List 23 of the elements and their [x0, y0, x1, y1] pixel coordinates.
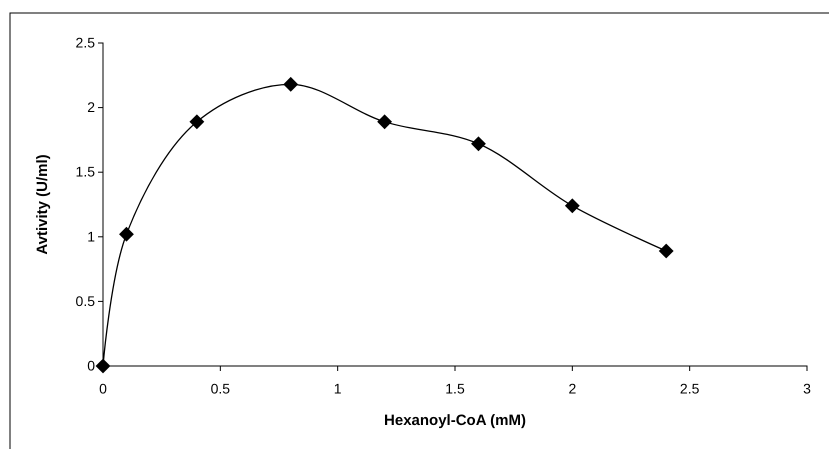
x-tick-label: 1: [334, 380, 342, 397]
point: [96, 358, 110, 374]
point: [471, 136, 486, 152]
x-tick-label: 2: [568, 380, 576, 397]
y-tick-label: 2.5: [76, 34, 96, 50]
y-tick-label: 0.5: [76, 292, 96, 309]
x-tick-label: 0.5: [210, 380, 230, 397]
x-tick-label: 2.5: [680, 380, 700, 397]
point: [658, 244, 674, 258]
y-tick-label: 2: [87, 99, 96, 116]
point: [283, 76, 298, 92]
point: [189, 114, 204, 130]
y-tick-label: 0: [87, 357, 96, 374]
point: [119, 226, 134, 242]
x-tick-label: 1.5: [445, 380, 465, 397]
y-tick-label: 1: [87, 228, 96, 244]
point: [564, 198, 580, 214]
x-axis-title: Hexanoyl-CoA (mM): [384, 412, 526, 429]
x-tick-label: 0: [99, 380, 108, 397]
y-axis-title: Avtivity (U/ml): [34, 154, 51, 255]
point: [377, 114, 392, 130]
x-tick-label: 3: [803, 380, 812, 397]
y-tick-label: 1.5: [76, 164, 96, 180]
